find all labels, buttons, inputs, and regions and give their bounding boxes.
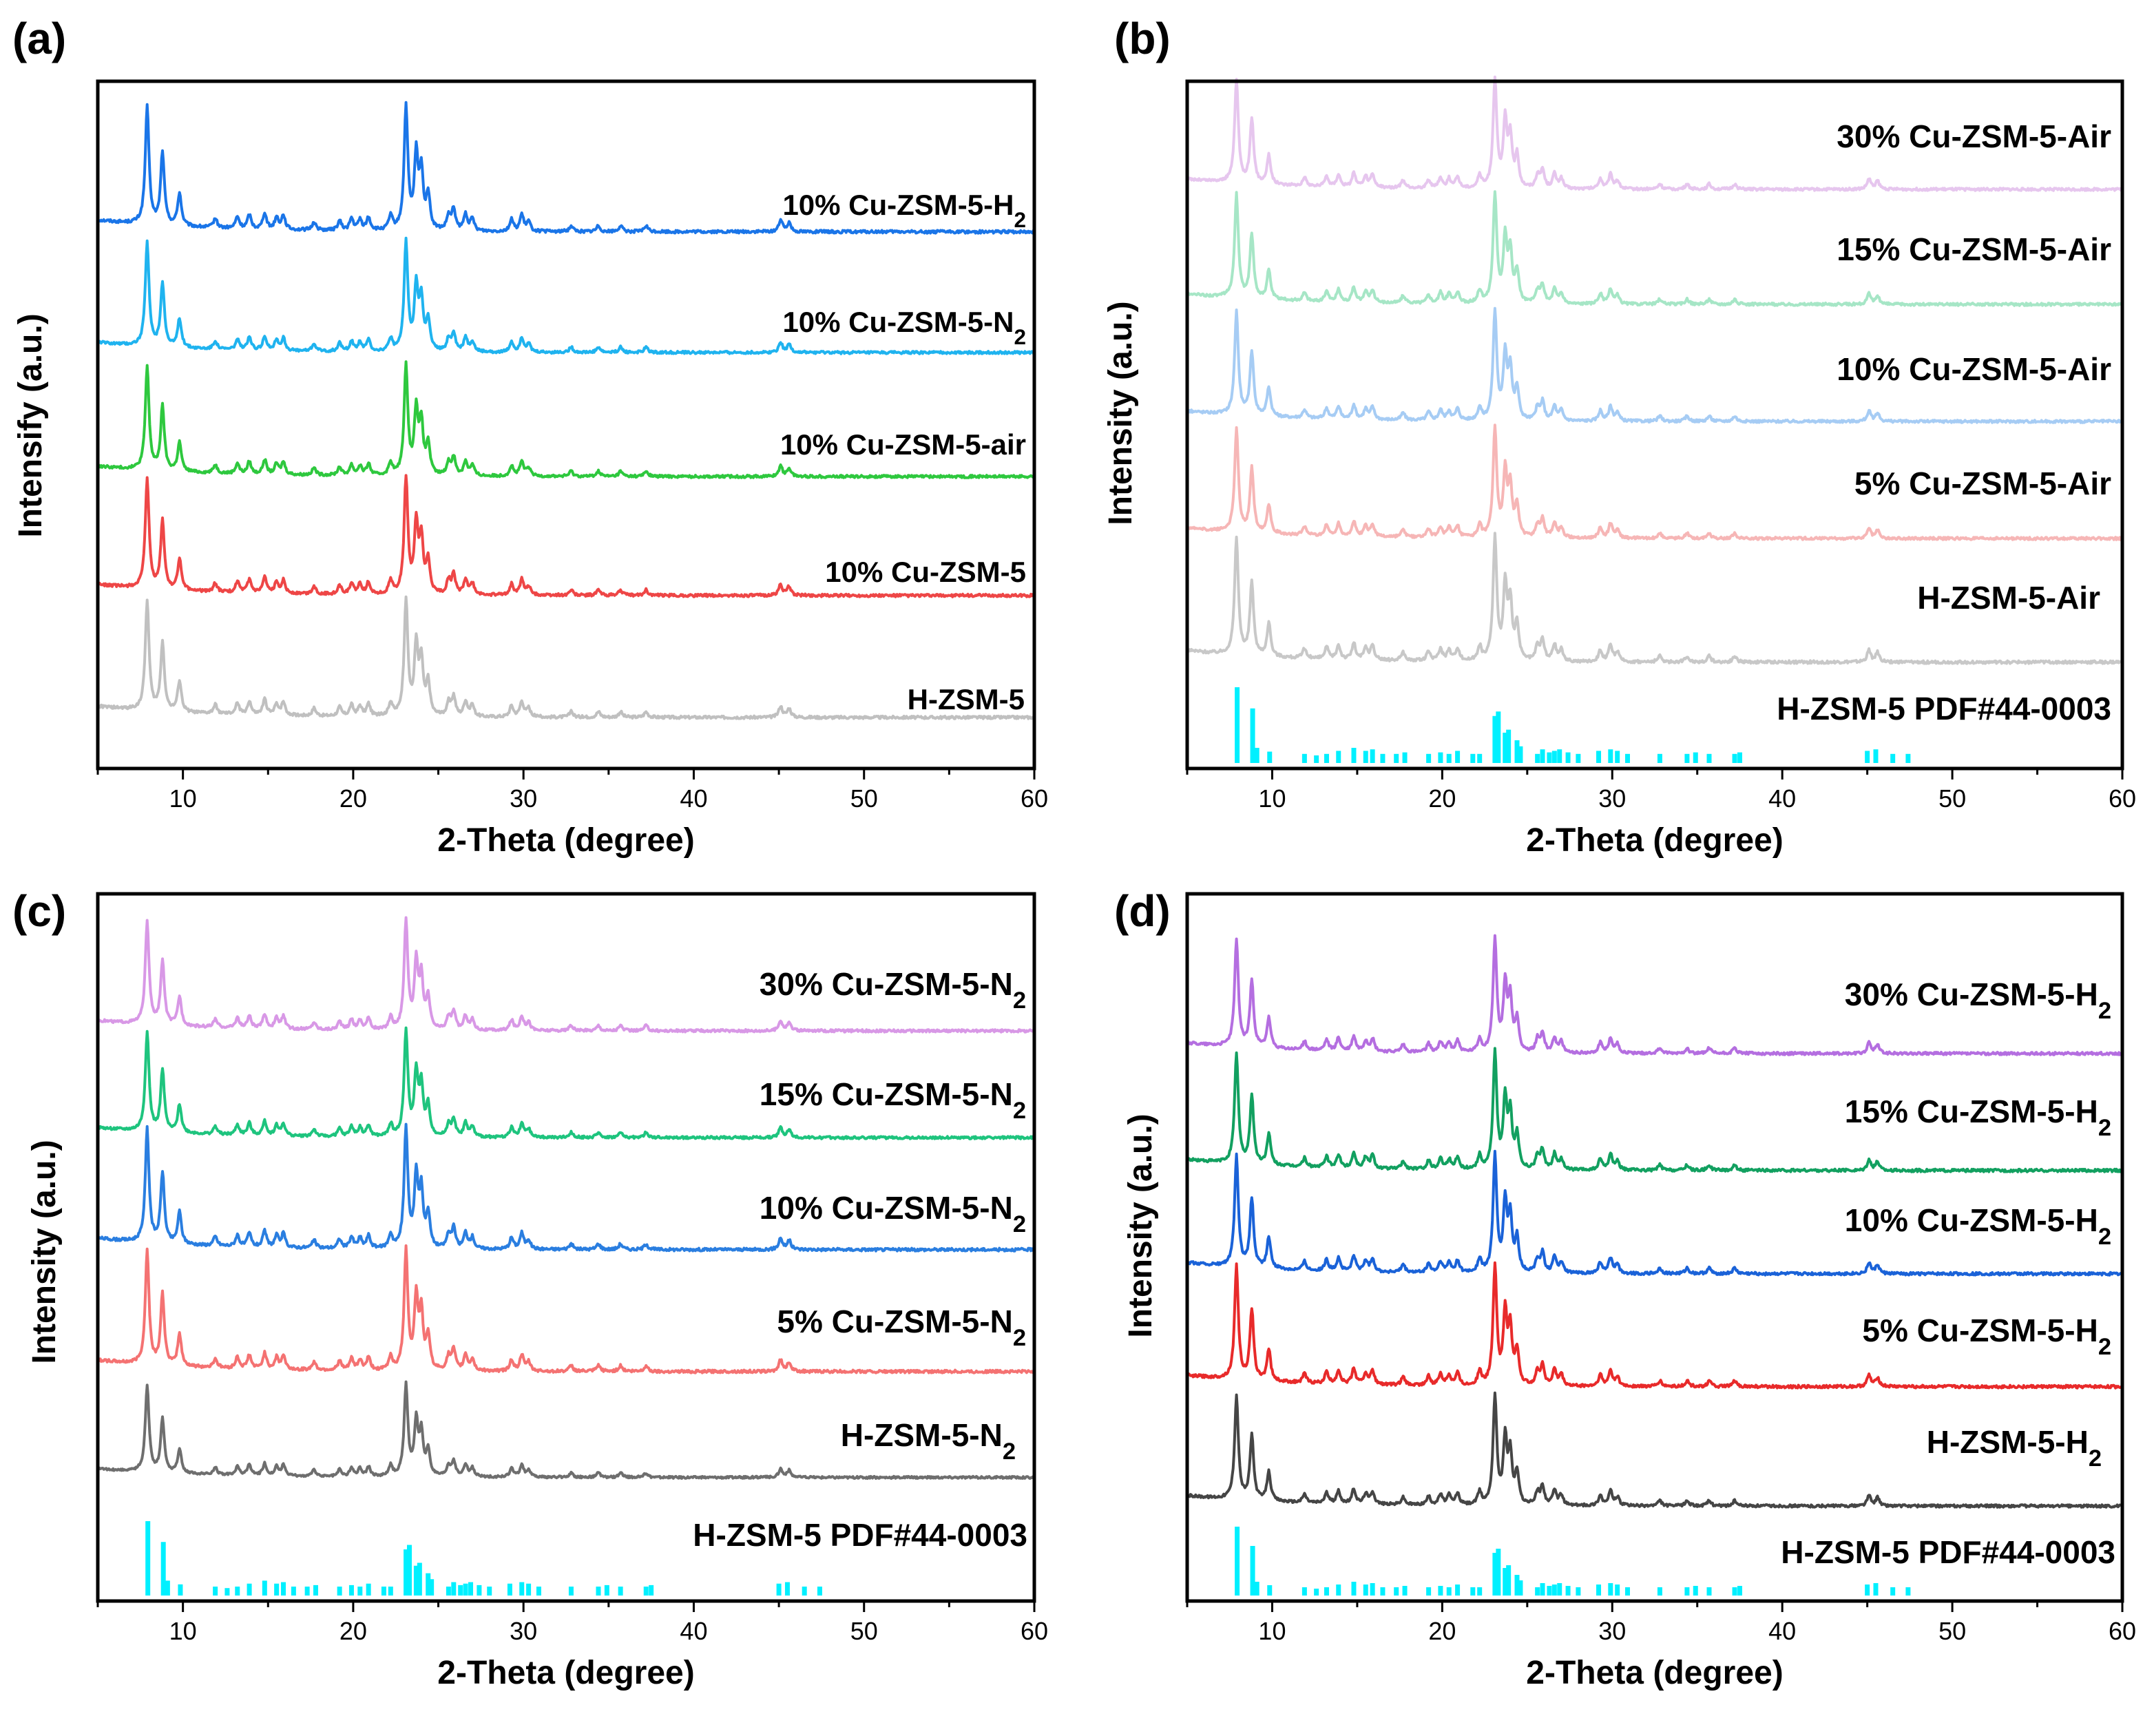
x-tick-label: 30 bbox=[1598, 1617, 1626, 1645]
x-tick-label: 30 bbox=[510, 784, 537, 813]
reference-label: H-ZSM-5 PDF#44-0003 bbox=[1781, 1534, 2115, 1570]
x-tick-label: 10 bbox=[1258, 1617, 1286, 1645]
series-label: 10% Cu-ZSM-5-N2 bbox=[760, 1190, 1026, 1237]
series-trace bbox=[1186, 423, 2124, 541]
series-trace bbox=[1186, 1149, 2123, 1277]
y-axis-title: Intensity (a.u.) bbox=[1102, 301, 1139, 525]
series-label: 5% Cu-ZSM-5-H2 bbox=[1862, 1313, 2111, 1360]
plot-frame bbox=[96, 892, 1036, 1603]
series-label: 10% Cu-ZSM-5-N2 bbox=[782, 306, 1026, 349]
series-trace bbox=[96, 1122, 1036, 1253]
series-label: 30% Cu-ZSM-5-H2 bbox=[1845, 976, 2111, 1024]
series-label: H-ZSM-5-H2 bbox=[1927, 1424, 2102, 1472]
series-label: H-ZSM-5-N2 bbox=[841, 1417, 1016, 1465]
reference-label: H-ZSM-5 PDF#44-0003 bbox=[1777, 691, 2111, 726]
panel-letter: (a) bbox=[12, 14, 66, 63]
series-label: 10% Cu-ZSM-5-Air bbox=[1837, 351, 2111, 387]
plot-frame bbox=[1185, 79, 2124, 771]
x-tick-label: 50 bbox=[850, 784, 878, 813]
x-tick-label: 40 bbox=[680, 1617, 707, 1645]
series-label: 10% Cu-ZSM-5-H2 bbox=[782, 189, 1026, 232]
x-tick-label: 60 bbox=[1021, 1617, 1048, 1645]
series-label: H-ZSM-5 bbox=[908, 683, 1025, 715]
x-tick-label: 50 bbox=[1938, 784, 1966, 813]
x-tick-label: 10 bbox=[1258, 784, 1286, 813]
series-trace bbox=[96, 474, 1035, 598]
reference-label: H-ZSM-5 PDF#44-0003 bbox=[693, 1517, 1027, 1553]
x-axis-title: 2-Theta (degree) bbox=[1526, 822, 1783, 859]
series-label: 5% Cu-ZSM-5-N2 bbox=[777, 1304, 1026, 1351]
x-tick-label: 40 bbox=[1768, 1617, 1796, 1645]
series-trace bbox=[1186, 934, 2123, 1056]
panel-letter: (c) bbox=[12, 886, 66, 936]
series-label: 15% Cu-ZSM-5-N2 bbox=[760, 1076, 1026, 1124]
x-tick-label: 50 bbox=[1938, 1617, 1966, 1645]
x-tick-label: 30 bbox=[1598, 784, 1626, 813]
panel-letter: (d) bbox=[1114, 886, 1171, 936]
series-label: 5% Cu-ZSM-5-Air bbox=[1854, 466, 2111, 501]
series-trace bbox=[96, 236, 1035, 355]
y-axis-title: Intensity (a.u.) bbox=[26, 1140, 63, 1363]
series-trace bbox=[96, 1026, 1036, 1140]
panel-a: (a) 10% Cu-ZSM-5-H2 10% Cu-ZSM-5-N2 10% Cu-… bbox=[12, 14, 1048, 859]
panel-letter: (b) bbox=[1114, 14, 1171, 63]
x-tick-label: 60 bbox=[1021, 784, 1048, 813]
series-label: 10% Cu-ZSM-5 bbox=[825, 556, 1026, 588]
x-axis-title: 2-Theta (degree) bbox=[437, 822, 694, 859]
y-axis-title: Intensity (a.u.) bbox=[1122, 1113, 1159, 1337]
x-axis-title: 2-Theta (degree) bbox=[437, 1655, 694, 1691]
series-trace bbox=[97, 595, 1035, 720]
panel-d: (d) 30% Cu-ZSM-5-H2 15% Cu-ZSM-5-H2 10% Cu-… bbox=[1114, 886, 2136, 1691]
panel-c: (c) 30% Cu-ZSM-5-N2 15% Cu-ZSM-5-N2 10% Cu-… bbox=[12, 886, 1048, 1691]
series-label: 15% Cu-ZSM-5-Air bbox=[1837, 231, 2111, 267]
series-label: 30% Cu-ZSM-5-N2 bbox=[760, 966, 1026, 1014]
series-trace bbox=[96, 1380, 1036, 1480]
panel-b: (b) 30% Cu-ZSM-5-Air 15% Cu-ZSM-5-Air 10% C… bbox=[1102, 14, 2136, 859]
series-trace bbox=[97, 360, 1035, 479]
series-trace bbox=[1186, 1261, 2123, 1390]
series-trace bbox=[96, 1244, 1036, 1374]
plot-frame bbox=[96, 79, 1036, 771]
series-trace bbox=[1186, 75, 2124, 192]
series-trace bbox=[1186, 306, 2124, 424]
x-tick-label: 60 bbox=[2109, 784, 2136, 813]
x-tick-label: 20 bbox=[339, 784, 367, 813]
series-trace bbox=[1186, 1391, 2123, 1509]
y-axis-title: Intensify (a.u.) bbox=[12, 313, 49, 537]
x-tick-label: 20 bbox=[339, 1617, 367, 1645]
x-tick-label: 40 bbox=[680, 784, 707, 813]
x-tick-label: 60 bbox=[2109, 1617, 2136, 1645]
series-label: 10% Cu-ZSM-5-air bbox=[780, 428, 1026, 461]
plot-frame bbox=[1185, 892, 2124, 1603]
x-tick-label: 30 bbox=[510, 1617, 537, 1645]
series-label: H-ZSM-5-Air bbox=[1917, 580, 2100, 616]
x-axis-title: 2-Theta (degree) bbox=[1526, 1655, 1783, 1691]
series-trace bbox=[1186, 1047, 2123, 1173]
series-label: 30% Cu-ZSM-5-Air bbox=[1837, 118, 2111, 154]
x-tick-label: 20 bbox=[1428, 1617, 1456, 1645]
series-trace bbox=[96, 101, 1036, 235]
x-tick-label: 20 bbox=[1428, 784, 1456, 813]
x-tick-label: 50 bbox=[850, 1617, 878, 1645]
x-tick-label: 10 bbox=[169, 1617, 197, 1645]
series-trace bbox=[1186, 190, 2124, 307]
series-trace bbox=[1186, 532, 2124, 665]
x-tick-label: 40 bbox=[1768, 784, 1796, 813]
series-label: 15% Cu-ZSM-5-H2 bbox=[1845, 1094, 2111, 1141]
x-tick-label: 10 bbox=[169, 784, 197, 813]
series-trace bbox=[96, 916, 1036, 1034]
series-label: 10% Cu-ZSM-5-H2 bbox=[1845, 1202, 2111, 1250]
